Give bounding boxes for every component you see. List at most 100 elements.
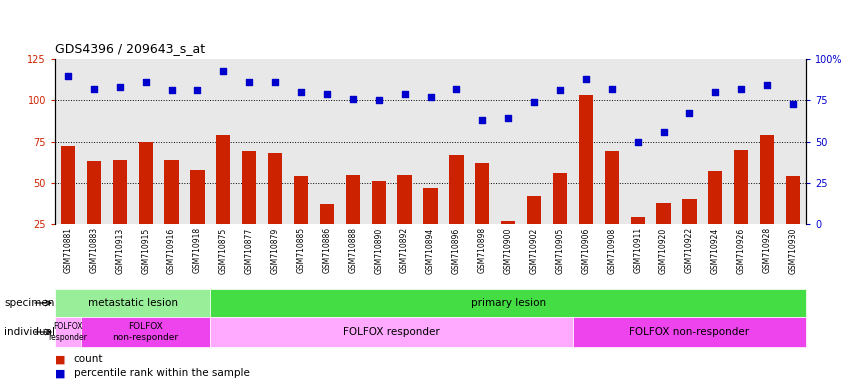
Point <box>683 110 696 116</box>
Text: GSM710888: GSM710888 <box>348 227 357 273</box>
Bar <box>268 153 283 265</box>
Bar <box>210 289 806 317</box>
Bar <box>60 146 75 265</box>
Point <box>449 86 463 92</box>
Text: GSM710906: GSM710906 <box>581 227 591 274</box>
Bar <box>424 188 437 265</box>
Text: specimen: specimen <box>4 298 54 308</box>
Point <box>476 117 489 123</box>
Text: GSM710922: GSM710922 <box>685 227 694 273</box>
Bar <box>656 202 671 265</box>
Text: GSM710915: GSM710915 <box>141 227 150 273</box>
Point <box>165 87 179 93</box>
Point <box>528 99 541 105</box>
Bar <box>216 135 231 265</box>
Point <box>372 97 386 103</box>
Text: GSM710877: GSM710877 <box>245 227 254 273</box>
Text: GSM710898: GSM710898 <box>477 227 487 273</box>
Text: primary lesion: primary lesion <box>471 298 545 308</box>
Text: GSM710886: GSM710886 <box>323 227 331 273</box>
Point <box>501 115 515 121</box>
Point <box>87 86 100 92</box>
Point <box>734 86 748 92</box>
Text: FOLFOX responder: FOLFOX responder <box>343 327 440 337</box>
Bar <box>164 160 179 265</box>
Text: GSM710928: GSM710928 <box>762 227 772 273</box>
Point <box>191 87 204 93</box>
Bar <box>475 163 489 265</box>
Bar <box>449 155 464 265</box>
Bar <box>553 173 567 265</box>
Point <box>294 89 308 95</box>
Point <box>424 94 437 100</box>
Text: GSM710930: GSM710930 <box>789 227 797 274</box>
Text: GSM710908: GSM710908 <box>608 227 616 273</box>
Point <box>786 101 800 107</box>
Point <box>268 79 282 85</box>
Bar <box>683 199 697 265</box>
Text: GSM710926: GSM710926 <box>737 227 745 273</box>
Text: metastatic lesion: metastatic lesion <box>88 298 178 308</box>
Point <box>579 76 592 82</box>
Point <box>657 129 671 135</box>
Bar <box>605 151 619 265</box>
Text: GSM710911: GSM710911 <box>633 227 643 273</box>
Text: ■: ■ <box>55 354 66 364</box>
Text: individual: individual <box>4 327 55 337</box>
Bar <box>210 317 573 347</box>
Text: percentile rank within the sample: percentile rank within the sample <box>74 368 249 378</box>
Bar <box>320 204 334 265</box>
Bar <box>708 171 722 265</box>
Text: GDS4396 / 209643_s_at: GDS4396 / 209643_s_at <box>55 42 205 55</box>
Point <box>243 79 256 85</box>
Text: FOLFOX non-responder: FOLFOX non-responder <box>630 327 750 337</box>
Bar <box>786 176 800 265</box>
Text: GSM710918: GSM710918 <box>193 227 202 273</box>
Text: ■: ■ <box>55 368 66 378</box>
Bar <box>346 174 360 265</box>
Text: GSM710894: GSM710894 <box>426 227 435 273</box>
Text: GSM710890: GSM710890 <box>374 227 383 273</box>
Bar <box>242 151 256 265</box>
Bar <box>760 135 774 265</box>
Point <box>709 89 722 95</box>
Point <box>139 79 152 85</box>
Bar <box>734 150 748 265</box>
Text: GSM710913: GSM710913 <box>115 227 124 273</box>
Text: FOLFOX
non-responder: FOLFOX non-responder <box>112 322 179 342</box>
Point <box>320 91 334 97</box>
Bar <box>87 161 101 265</box>
Text: GSM710902: GSM710902 <box>529 227 539 273</box>
Point <box>631 138 644 144</box>
Text: GSM710881: GSM710881 <box>64 227 72 273</box>
Text: GSM710924: GSM710924 <box>711 227 720 273</box>
Text: GSM710885: GSM710885 <box>296 227 306 273</box>
Bar <box>631 217 645 265</box>
Text: GSM710883: GSM710883 <box>89 227 99 273</box>
Bar <box>81 317 210 347</box>
Bar <box>55 317 81 347</box>
Text: GSM710916: GSM710916 <box>167 227 176 273</box>
Bar <box>139 141 153 265</box>
Text: GSM710900: GSM710900 <box>504 227 512 274</box>
Bar <box>501 221 516 265</box>
Bar <box>573 317 806 347</box>
Point <box>397 91 411 97</box>
Text: count: count <box>74 354 103 364</box>
Point <box>216 68 230 74</box>
Text: GSM710905: GSM710905 <box>556 227 564 274</box>
Bar <box>191 170 204 265</box>
Text: FOLFOX
responder: FOLFOX responder <box>49 322 88 342</box>
Bar <box>112 160 127 265</box>
Bar <box>579 95 593 265</box>
Point <box>346 96 360 102</box>
Text: GSM710892: GSM710892 <box>400 227 409 273</box>
Point <box>61 73 75 79</box>
Point <box>553 87 567 93</box>
Point <box>113 84 127 90</box>
Bar <box>527 196 541 265</box>
Bar <box>397 174 412 265</box>
Text: GSM710896: GSM710896 <box>452 227 461 273</box>
Point <box>760 82 774 88</box>
Text: GSM710875: GSM710875 <box>219 227 228 273</box>
